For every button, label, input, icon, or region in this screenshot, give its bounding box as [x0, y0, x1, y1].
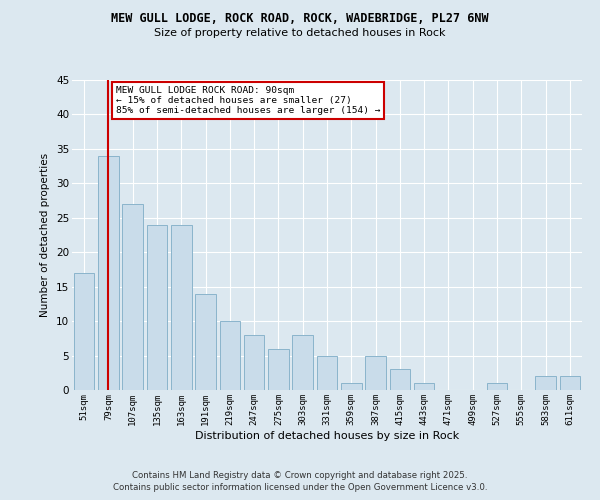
- Bar: [220, 321, 240, 390]
- Bar: [535, 376, 556, 390]
- Bar: [268, 348, 289, 390]
- Bar: [414, 383, 434, 390]
- Bar: [244, 335, 265, 390]
- Bar: [560, 376, 580, 390]
- Bar: [195, 294, 216, 390]
- Bar: [341, 383, 362, 390]
- Bar: [98, 156, 119, 390]
- Text: MEW GULL LODGE, ROCK ROAD, ROCK, WADEBRIDGE, PL27 6NW: MEW GULL LODGE, ROCK ROAD, ROCK, WADEBRI…: [111, 12, 489, 26]
- Bar: [122, 204, 143, 390]
- Bar: [365, 356, 386, 390]
- Bar: [389, 370, 410, 390]
- Bar: [146, 224, 167, 390]
- Text: MEW GULL LODGE ROCK ROAD: 90sqm
← 15% of detached houses are smaller (27)
85% of: MEW GULL LODGE ROCK ROAD: 90sqm ← 15% of…: [116, 86, 380, 116]
- Text: Size of property relative to detached houses in Rock: Size of property relative to detached ho…: [154, 28, 446, 38]
- Text: Contains HM Land Registry data © Crown copyright and database right 2025.
Contai: Contains HM Land Registry data © Crown c…: [113, 471, 487, 492]
- Bar: [317, 356, 337, 390]
- Bar: [74, 273, 94, 390]
- Y-axis label: Number of detached properties: Number of detached properties: [40, 153, 50, 317]
- Bar: [292, 335, 313, 390]
- X-axis label: Distribution of detached houses by size in Rock: Distribution of detached houses by size …: [195, 430, 459, 440]
- Bar: [171, 224, 191, 390]
- Bar: [487, 383, 508, 390]
